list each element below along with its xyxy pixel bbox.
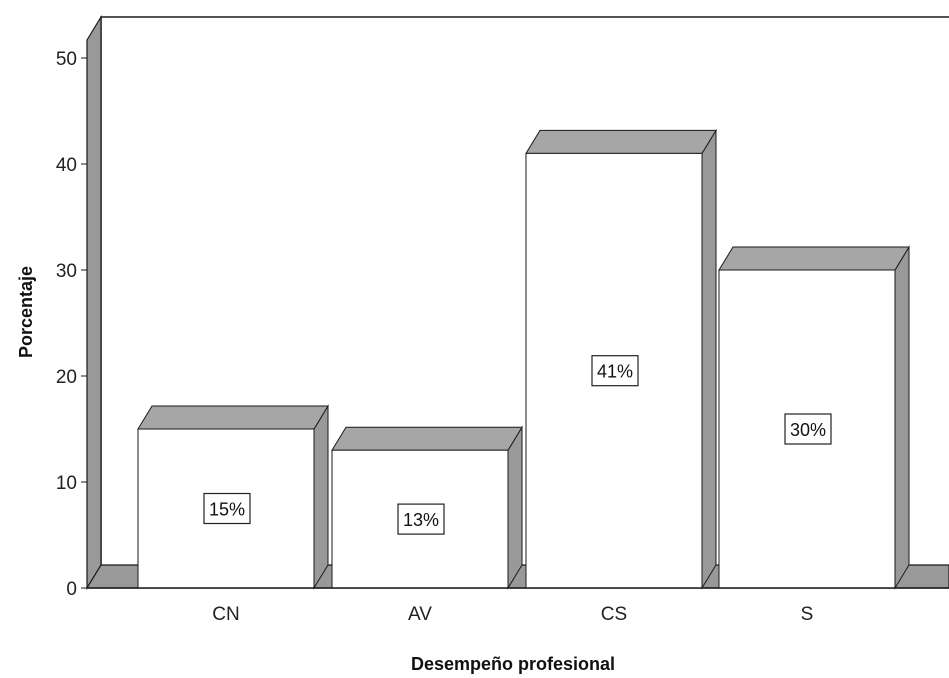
data-label-box — [397, 503, 445, 535]
y-tick-label: 50 — [56, 49, 77, 70]
y-tick-label: 0 — [66, 579, 77, 600]
data-label: 13% — [403, 510, 439, 530]
x-tick-label: AV — [408, 604, 432, 625]
bar-AV — [331, 425, 523, 590]
data-label-box — [784, 413, 832, 445]
y-axis-title: Porcentaje — [16, 266, 36, 358]
data-label: 41% — [597, 362, 633, 382]
x-tick-label: CN — [212, 604, 239, 625]
data-label: 15% — [209, 500, 245, 520]
y-tick-label: 40 — [56, 155, 77, 176]
bar-top — [137, 405, 329, 430]
bar-side — [313, 404, 329, 590]
bar-side — [894, 245, 910, 590]
y-tick-label: 20 — [56, 367, 77, 388]
y-tick-label: 30 — [56, 261, 77, 282]
data-label: 30% — [790, 420, 826, 440]
x-axis-title: Desempeño profesional — [411, 654, 615, 674]
bar-side — [701, 128, 717, 590]
x-tick-label: CS — [601, 604, 627, 625]
x-tick-label: S — [801, 604, 814, 625]
bar-top — [331, 426, 523, 451]
bar-top — [525, 129, 717, 154]
bar-top — [718, 246, 910, 271]
data-label-box — [591, 355, 639, 387]
y-tick-label: 10 — [56, 473, 77, 494]
bar-side — [507, 425, 523, 590]
data-label-box — [203, 492, 251, 525]
y-axis-wall — [86, 14, 102, 591]
